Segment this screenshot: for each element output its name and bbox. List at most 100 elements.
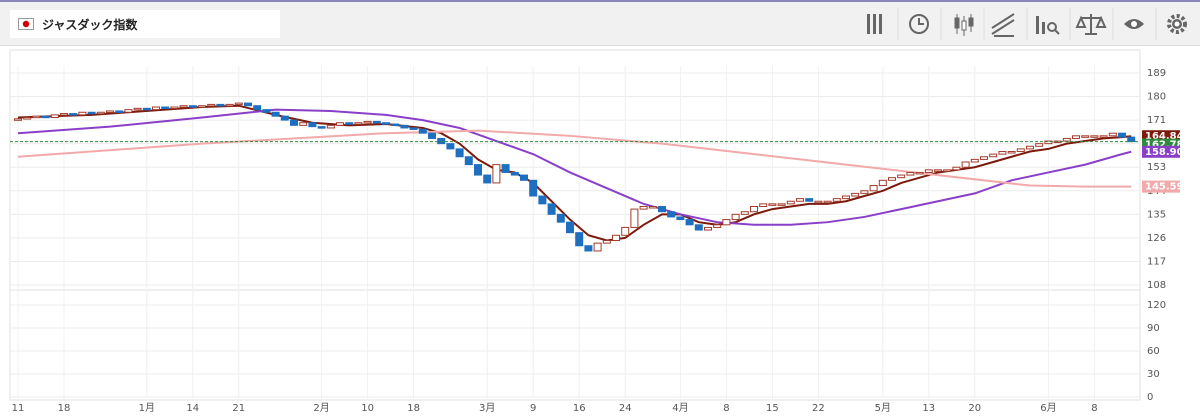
flag-icon [18, 18, 34, 30]
y-tick-label: 117 [1147, 256, 1166, 267]
candle-body [437, 137, 446, 145]
sma-line [17, 129, 1132, 188]
candle-body [602, 240, 611, 244]
candle-body [87, 111, 96, 115]
x-tick-label: 8 [723, 403, 729, 414]
clock-icon[interactable] [909, 14, 929, 34]
candle-body [547, 203, 556, 215]
candle-body [851, 192, 860, 197]
candle-body [952, 166, 961, 171]
candle-body [805, 198, 814, 202]
candle-body [501, 164, 510, 173]
candle-body [492, 164, 501, 184]
header-title: ジャスダック指数 [42, 18, 138, 32]
candle-body [777, 203, 786, 206]
candle-body [280, 115, 289, 121]
candle-body [934, 169, 942, 172]
bars-icon[interactable] [867, 14, 882, 34]
chart-caption: ジャスダック指数【リアルタイム】 日足 ローソク 2019年12月11日 ～ 2… [14, 60, 424, 75]
volume-tick-label: 60 [1147, 346, 1160, 357]
candle-body [188, 105, 197, 108]
candle-icon[interactable] [954, 14, 974, 36]
candle-body [768, 203, 777, 206]
candle-body [1118, 132, 1126, 138]
candle-body [832, 198, 841, 202]
candle-body [1053, 140, 1062, 144]
candle-body [262, 109, 271, 113]
x-tick-label: 20 [968, 403, 981, 414]
price-panel [9, 49, 1141, 291]
chart-period: 日足 ローソク [176, 64, 240, 75]
candle-body [345, 122, 354, 125]
candle-body [510, 171, 519, 176]
y-tick-label: 189 [1147, 68, 1166, 79]
candle-body [234, 102, 243, 106]
candle-body [860, 190, 869, 194]
compare-icon[interactable] [1075, 14, 1107, 35]
candle-body [336, 122, 344, 126]
candle-body [428, 132, 436, 139]
candle-body [446, 143, 455, 150]
candle-body [179, 105, 188, 108]
candle-body [520, 174, 528, 181]
candle-body [759, 203, 768, 207]
candle-body [60, 113, 68, 116]
candle-body [363, 120, 372, 124]
candle-body [1016, 148, 1025, 153]
candle-body [1044, 140, 1053, 145]
candle-body [106, 110, 114, 113]
y-tick-label: 144 [1147, 186, 1166, 197]
candle-body [50, 114, 59, 118]
title-box: ジャスダック指数 [10, 10, 280, 38]
x-tick-label: 2月 [313, 402, 329, 414]
x-tick-label: 21 [232, 403, 245, 414]
y-tick-label: 135 [1147, 209, 1166, 220]
candle-body [796, 198, 804, 202]
view-icon[interactable] [1124, 19, 1144, 29]
x-tick-label: 16 [573, 403, 586, 414]
candle-body [1099, 135, 1108, 138]
y-tick-label: 153 [1147, 162, 1166, 173]
x-tick-label: 6月 [1040, 402, 1056, 414]
candle-body [464, 156, 473, 166]
settings-icon[interactable] [1167, 14, 1187, 34]
candle-body [1026, 145, 1034, 150]
x-tick-label: 3月 [479, 402, 495, 414]
candle-body [1090, 135, 1099, 138]
candle-body [658, 205, 666, 213]
trend-icon[interactable] [991, 13, 1015, 37]
volume-panel [9, 289, 1141, 401]
value-tag-label: 145.59 [1145, 182, 1184, 193]
y-tick-label: 126 [1147, 233, 1166, 244]
candle-body [326, 124, 335, 129]
candle-body [630, 208, 639, 228]
volume-tick-label: 120 [1147, 300, 1166, 311]
candle-body [1108, 132, 1117, 137]
candle-body [115, 110, 124, 113]
analysis-icon[interactable] [1036, 16, 1060, 35]
value-tag-label: 158.90 [1145, 147, 1184, 158]
candle-body [842, 195, 850, 200]
candle-body [418, 128, 427, 134]
candle-body [474, 164, 482, 176]
indicator-periods: 5,25,75 [124, 80, 163, 91]
candle-body [897, 174, 906, 179]
candle-body [96, 111, 105, 115]
chart-range: 2019年12月11日 ～ 2020年06月12日 [246, 64, 425, 75]
candle-body [878, 179, 887, 187]
sma-line [17, 104, 1132, 242]
x-tick-label: 18 [407, 403, 420, 414]
candle-body [906, 171, 915, 176]
candle-body [713, 224, 722, 228]
volume-tick-label: 90 [1147, 323, 1160, 334]
indicator-name: 単純移動平均線 (SMA) [14, 80, 122, 91]
candle-body [980, 156, 988, 160]
candle-body [78, 111, 87, 116]
candle-body [225, 103, 234, 107]
x-tick-label: 22 [812, 403, 825, 414]
volume-tick-label: 0 [1147, 392, 1153, 403]
candle-body [722, 219, 731, 226]
candle-body [253, 105, 262, 111]
candle-body [888, 177, 896, 181]
candle-body [612, 234, 620, 242]
